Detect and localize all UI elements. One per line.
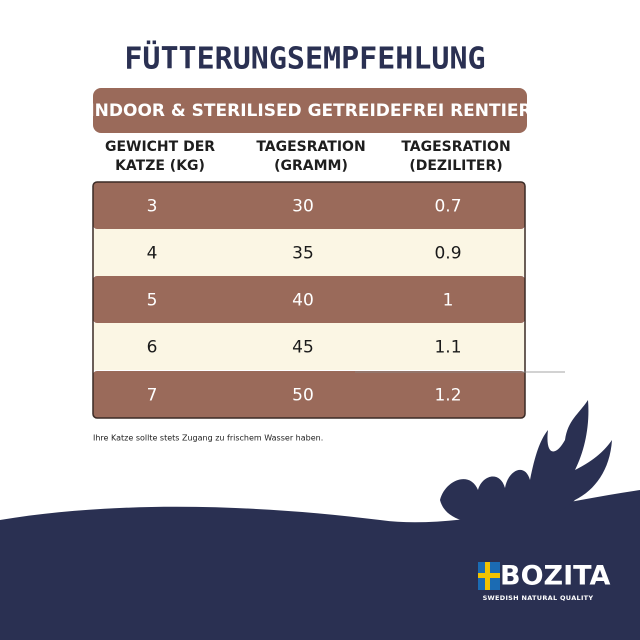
flag-cross-h	[478, 573, 500, 578]
row-background	[93, 182, 525, 229]
table-row: 4 35 0.9	[93, 229, 525, 276]
table-cell: 50	[292, 386, 314, 406]
title: FÜTTERUNGSEMPFEHLUNG	[124, 40, 485, 77]
antler	[440, 400, 612, 525]
table: 3 30 0.7 4 35 0.9 5 40 1 6 45 1.1 7 50 1.2	[93, 182, 525, 418]
table-cell: 4	[147, 244, 158, 264]
table-cell: 1.1	[434, 338, 461, 358]
brand-name: BOZITA	[500, 561, 610, 592]
table-cell: 0.9	[434, 244, 461, 264]
table-row: 7 50 1.2	[93, 371, 525, 418]
table-row: 5 40 1	[93, 276, 525, 323]
table-cell: 1	[443, 291, 454, 311]
subtitle: INDOOR & STERILISED GETREIDEFREI RENTIER	[88, 101, 531, 121]
table-border	[92, 181, 526, 419]
table-cell: 40	[292, 291, 314, 311]
table-row: 3 30 0.7	[93, 182, 525, 229]
table-cell: 0.7	[434, 197, 461, 217]
row-background	[93, 229, 525, 276]
subtitle-band	[93, 88, 527, 133]
table-cell: 45	[292, 338, 314, 358]
column-header: TAGESRATION	[256, 139, 365, 155]
row-background	[93, 323, 525, 370]
table-row: 6 45 1.1	[93, 323, 525, 370]
column-header: TAGESRATION	[401, 139, 510, 155]
column-header: KATZE (KG)	[115, 158, 205, 174]
column-header: (DEZILITER)	[409, 158, 502, 174]
table-header: GEWICHT DER KATZE (KG) TAGESRATION (GRAMM) T…	[105, 139, 511, 174]
footnote: Ihre Katze sollte stets Zugang zu frisch…	[93, 434, 323, 443]
table-cell: 1.2	[434, 386, 461, 406]
table-cell: 5	[147, 291, 158, 311]
table-cell: 6	[147, 338, 158, 358]
column-header: (GRAMM)	[274, 158, 348, 174]
table-cell: 7	[147, 386, 158, 406]
table-cell: 30	[292, 197, 314, 217]
table-cell: 3	[147, 197, 158, 217]
row-background	[93, 276, 525, 323]
column-header: GEWICHT DER	[105, 139, 215, 155]
row-background	[93, 371, 525, 418]
brand-tagline: SWEDISH NATURAL QUALITY	[483, 594, 594, 602]
table-cell: 35	[292, 244, 314, 264]
footer-wave	[0, 490, 640, 640]
